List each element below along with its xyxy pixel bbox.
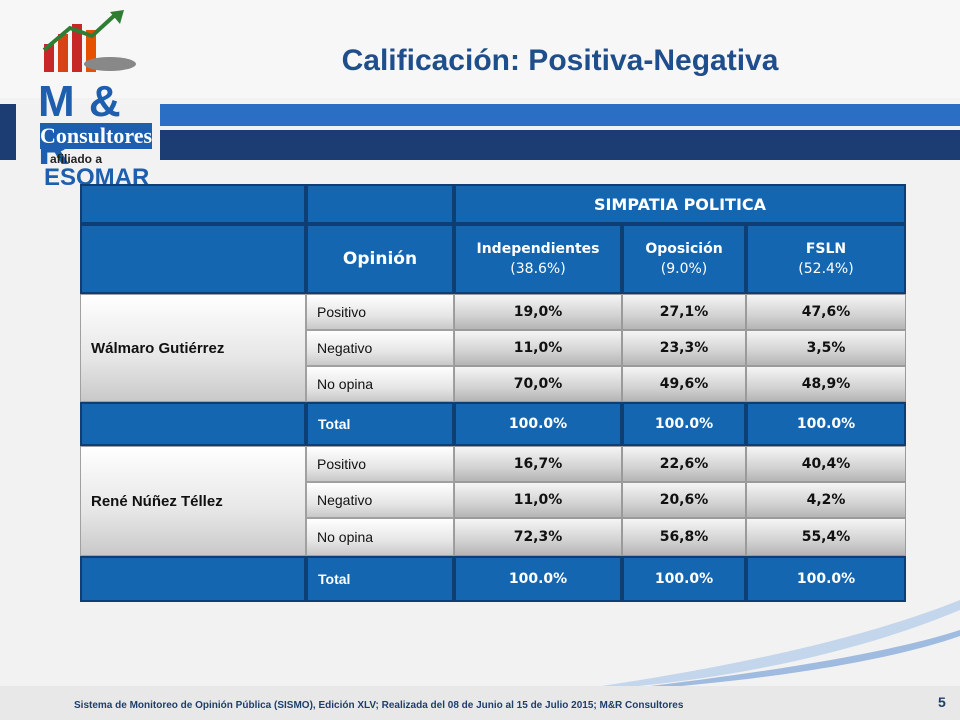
logo-subtitle: Consultores	[40, 123, 153, 149]
table-cell: 11,0%	[454, 482, 622, 518]
footer-text: Sistema de Monitoreo de Opinión Pública …	[74, 700, 684, 711]
total-cell: 100.0%	[622, 556, 746, 602]
table-cell: 19,0%	[454, 294, 622, 330]
column-name: Independientes	[476, 241, 600, 257]
chart-icon	[42, 10, 136, 72]
total-spacer	[80, 556, 306, 602]
column-pct: (52.4%)	[798, 261, 854, 277]
row-label: No opina	[306, 518, 454, 556]
column-header-oposicion: Oposición (9.0%)	[622, 224, 746, 294]
total-label: Total	[306, 402, 454, 446]
table-cell: 56,8%	[622, 518, 746, 556]
total-cell: 100.0%	[454, 402, 622, 446]
column-pct: (9.0%)	[660, 261, 708, 277]
table-cell: 49,6%	[622, 366, 746, 402]
table-cell: 70,0%	[454, 366, 622, 402]
header-stripe-light	[160, 104, 960, 126]
table-cell: 40,4%	[746, 446, 906, 482]
row-label: Negativo	[306, 330, 454, 366]
row-label: No opina	[306, 366, 454, 402]
footer-bar	[0, 686, 960, 720]
rating-table: SIMPATIA POLITICA Opinión Independientes…	[80, 184, 906, 604]
column-name: Oposición	[645, 241, 723, 257]
row-label: Positivo	[306, 294, 454, 330]
table-cell: 3,5%	[746, 330, 906, 366]
table-cell: 72,3%	[454, 518, 622, 556]
candidate-label: René Núñez Téllez	[80, 446, 306, 556]
header-stripe-dark	[160, 130, 960, 160]
total-spacer	[80, 402, 306, 446]
column-header-independientes: Independientes (38.6%)	[454, 224, 622, 294]
total-cell: 100.0%	[746, 556, 906, 602]
total-cell: 100.0%	[454, 556, 622, 602]
table-cell: 55,4%	[746, 518, 906, 556]
table-cell: 48,9%	[746, 366, 906, 402]
total-cell: 100.0%	[746, 402, 906, 446]
header-stripe-left	[0, 104, 16, 160]
table-cell: 4,2%	[746, 482, 906, 518]
table-cell: 16,7%	[454, 446, 622, 482]
table-cell: 47,6%	[746, 294, 906, 330]
opinion-header: Opinión	[306, 224, 454, 294]
table-cell: 11,0%	[454, 330, 622, 366]
column-header-fsln: FSLN (52.4%)	[746, 224, 906, 294]
slide-title: Calificación: Positiva-Negativa	[341, 44, 779, 77]
header-corner-2	[306, 184, 454, 224]
header-corner-1	[80, 184, 306, 224]
total-label: Total	[306, 556, 454, 602]
company-logo: M & R Consultores afiliado a ESOMAR	[30, 10, 155, 191]
row-label: Negativo	[306, 482, 454, 518]
total-cell: 100.0%	[622, 402, 746, 446]
row-label: Positivo	[306, 446, 454, 482]
table-cell: 22,6%	[622, 446, 746, 482]
page-number: 5	[938, 694, 946, 710]
group-header: SIMPATIA POLITICA	[454, 184, 906, 224]
header-corner-3	[80, 224, 306, 294]
logo-affiliation: afiliado a	[50, 152, 103, 166]
header-band	[0, 0, 960, 98]
table-cell: 27,1%	[622, 294, 746, 330]
candidate-label: Wálmaro Gutiérrez	[80, 294, 306, 402]
column-name: FSLN	[805, 241, 847, 257]
table-cell: 20,6%	[622, 482, 746, 518]
column-pct: (38.6%)	[510, 261, 566, 277]
table-cell: 23,3%	[622, 330, 746, 366]
